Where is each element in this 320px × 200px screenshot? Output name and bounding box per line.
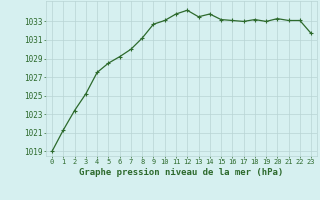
X-axis label: Graphe pression niveau de la mer (hPa): Graphe pression niveau de la mer (hPa) <box>79 168 284 177</box>
